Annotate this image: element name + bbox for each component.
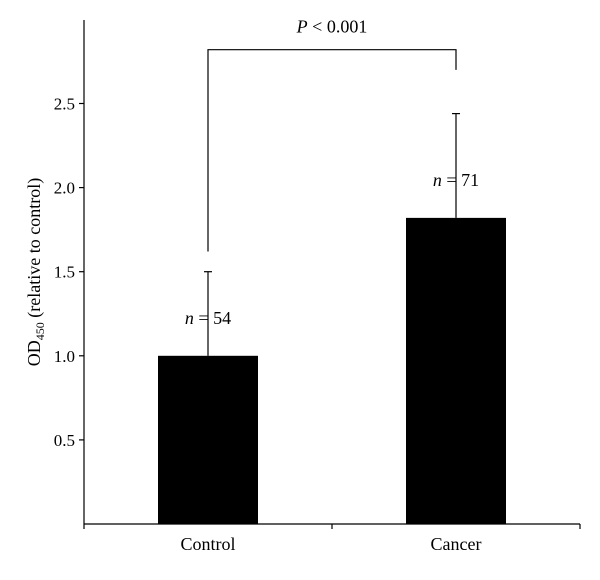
significance-value: < 0.001 [308,17,368,37]
n-label-value: = 54 [194,308,231,328]
n-label: n = 54 [185,308,231,328]
x-category-label: Cancer [431,534,482,554]
n-label-var: n [185,308,194,328]
y-tick-label: 1.5 [54,263,75,282]
y-axis-title-rest: (relative to control) [24,178,45,322]
x-category-label: Control [180,534,235,554]
bars [158,112,506,524]
bar [406,217,506,524]
y-tick-label: 1.0 [54,347,75,366]
y-tick-label: 2.5 [54,95,75,114]
significance-bracket [207,49,457,252]
n-label-var: n [433,170,442,190]
y-tick-label: 2.0 [54,179,75,198]
n-label: n = 71 [433,170,479,190]
x-ticks: Control Cancer [83,524,581,554]
y-axis-title-subscript: 450 [33,322,47,340]
y-axis-title: OD450 (relative to control) [24,178,47,366]
annotations: n = 54n = 71P < 0.001 [185,17,479,328]
significance-label: P < 0.001 [296,17,368,37]
y-axis-title-main: OD [24,340,44,366]
n-label-value: = 71 [442,170,479,190]
bar [158,355,258,524]
significance-var: P [296,17,308,37]
y-tick-label: 0.5 [54,431,75,450]
y-ticks: 0.5 1.0 1.5 2.0 2.5 [54,95,84,450]
